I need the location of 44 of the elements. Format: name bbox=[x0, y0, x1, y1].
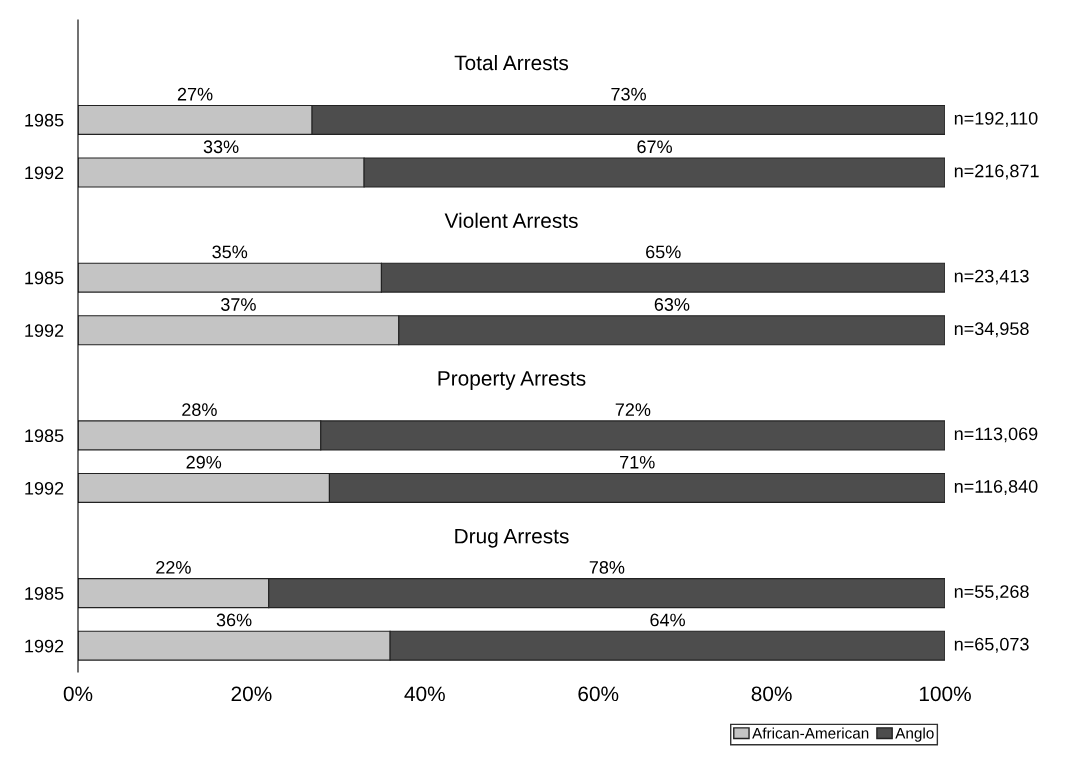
data-label: 22% bbox=[156, 561, 191, 574]
y-tick-label: 1992 bbox=[25, 324, 64, 337]
x-tick-label: 40% bbox=[404, 686, 445, 702]
y-tick-label: 1992 bbox=[25, 481, 64, 495]
text: n=34,958 bbox=[954, 322, 1029, 338]
annotation: Total Arrests bbox=[454, 54, 569, 71]
x-tick-label: 60% bbox=[578, 686, 619, 702]
x-tick-label: 20% bbox=[231, 686, 272, 702]
data-label: 37% bbox=[221, 298, 256, 311]
data-label: 29% bbox=[186, 455, 222, 469]
data-label: 36% bbox=[216, 613, 252, 627]
x-tick-label: 100% bbox=[919, 686, 971, 702]
legend-label: African-American bbox=[752, 727, 869, 739]
legend-label: Anglo bbox=[895, 727, 934, 742]
y-tick-label: 1992 bbox=[25, 639, 64, 653]
y-tick-label: 1985 bbox=[25, 587, 64, 600]
text: n=23,413 bbox=[954, 269, 1029, 285]
text: n=55,268 bbox=[954, 585, 1029, 601]
text: n=116,840 bbox=[954, 480, 1038, 495]
y-tick-label: 1985 bbox=[25, 429, 64, 443]
x-tick-label: 0% bbox=[63, 686, 93, 702]
data-label: 63% bbox=[654, 298, 690, 311]
annotation: Property Arrests bbox=[438, 371, 586, 390]
data-label: 64% bbox=[650, 613, 685, 627]
data-label: 78% bbox=[589, 561, 625, 574]
y-tick-label: 1985 bbox=[25, 113, 64, 127]
data-label: 27% bbox=[177, 87, 213, 101]
data-label: 28% bbox=[182, 403, 217, 417]
text: n=113,069 bbox=[954, 427, 1038, 443]
text: n=65,073 bbox=[954, 637, 1029, 653]
data-label: 35% bbox=[212, 245, 248, 259]
data-label: 72% bbox=[615, 403, 651, 416]
data-label: 33% bbox=[203, 140, 239, 154]
data-label: 71% bbox=[620, 455, 655, 469]
text: n=192,110 bbox=[954, 111, 1038, 127]
data-label: 65% bbox=[646, 245, 681, 259]
y-tick-label: 1992 bbox=[25, 166, 64, 180]
data-label: 67% bbox=[637, 140, 672, 154]
text: n=216,871 bbox=[954, 164, 1039, 180]
y-tick-label: 1985 bbox=[25, 271, 64, 285]
annotation: Violent Arrests bbox=[444, 212, 578, 229]
data-label: 73% bbox=[611, 87, 646, 101]
annotation: Drug Arrests bbox=[455, 528, 569, 548]
x-tick-label: 80% bbox=[751, 686, 792, 702]
